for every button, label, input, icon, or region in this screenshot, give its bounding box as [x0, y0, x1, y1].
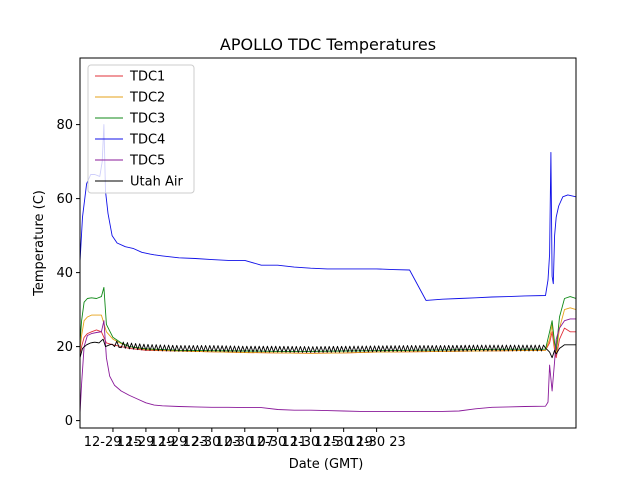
plot-frame: [79, 57, 577, 429]
x-tick-label: 12-29 19: [117, 435, 175, 450]
legend: TDC1 TDC2 TDC3 TDC4 TDC5 Utah Air: [87, 64, 195, 194]
x-tick-label: 12-30 07: [216, 435, 274, 450]
y-tick-label: 60: [56, 192, 73, 207]
legend-label-tdc5: TDC5: [129, 154, 165, 169]
y-axis-label: Temperature (C): [32, 190, 47, 297]
y-tick-label: 20: [56, 340, 73, 355]
legend-label-tdc2: TDC2: [129, 91, 165, 106]
series-line-tdc4: [80, 124, 576, 301]
chart-title: APOLLO TDC Temperatures: [220, 35, 436, 54]
legend-label-tdc3: TDC3: [129, 112, 165, 127]
series-line-tdc5: [80, 318, 576, 414]
x-tick-label: 12-30 03: [183, 435, 241, 450]
x-tick-label: 12-30 15: [281, 435, 339, 450]
series-line-utah-air: [80, 338, 576, 359]
x-tick-label: 12-30 19: [314, 435, 372, 450]
y-tick-label: 0: [65, 414, 73, 429]
legend-label-tdc1: TDC1: [129, 70, 165, 85]
legend-label-tdc4: TDC4: [129, 133, 165, 148]
y-tick-label: 80: [56, 118, 73, 133]
y-tick-label: 40: [56, 266, 73, 281]
x-tick-label: 12-29 15: [84, 435, 142, 450]
x-tick-label: 12-30 11: [249, 435, 307, 450]
x-tick-label: 12-30 23: [347, 435, 405, 450]
x-tick-label: 12-29 23: [150, 435, 208, 450]
legend-label-utah-air: Utah Air: [130, 175, 183, 190]
x-axis-label: Date (GMT): [289, 457, 364, 472]
series-layer: [80, 124, 576, 414]
